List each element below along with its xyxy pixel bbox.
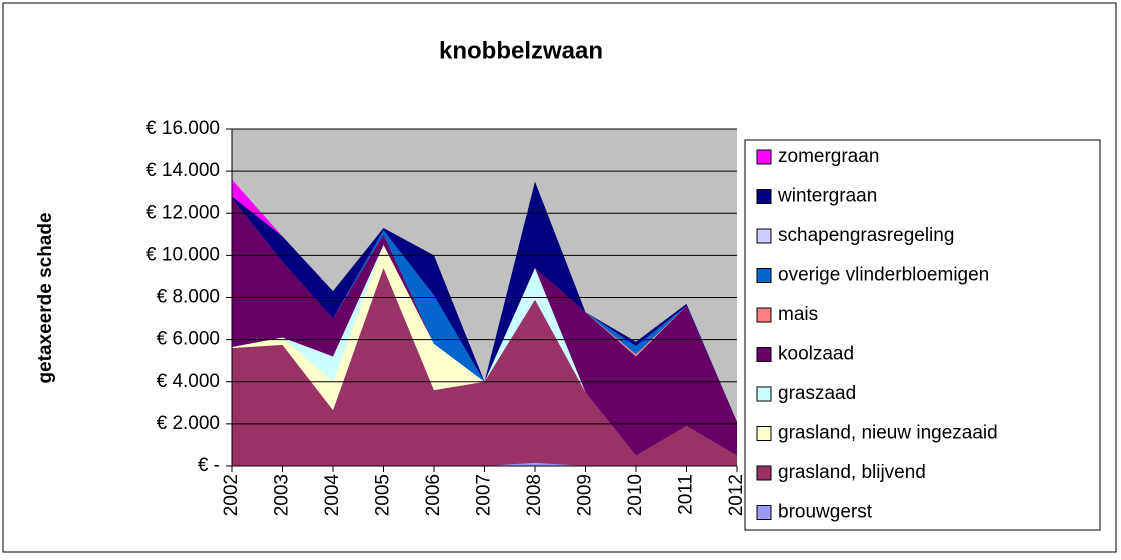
legend-swatch — [756, 465, 772, 481]
x-tick-label: 2007 — [474, 474, 495, 516]
x-tick-label: 2005 — [373, 474, 394, 516]
legend-swatch — [756, 268, 772, 283]
area — [232, 268, 737, 466]
legend-swatch — [756, 426, 772, 441]
y-tick-label: € 12.000 — [146, 202, 220, 223]
y-tick-label: € 10.000 — [146, 244, 220, 265]
legend-label: grasland, nieuw ingezaaid — [778, 423, 998, 444]
chart-title: knobbelzwaan — [439, 37, 603, 64]
legend-label: wintergraan — [777, 186, 877, 207]
legend-swatch — [756, 228, 772, 244]
legend-label: zomergraan — [778, 146, 879, 167]
legend-label: koolzaad — [778, 344, 854, 365]
x-tick-label: 2008 — [524, 474, 545, 516]
x-tick-label: 2006 — [423, 474, 444, 516]
y-tick-label: € 8.000 — [157, 287, 220, 308]
legend-swatch — [756, 307, 772, 323]
y-tick-label: € 6.000 — [157, 329, 220, 350]
y-tick-label: € 2.000 — [157, 413, 220, 434]
legend-swatch — [756, 347, 772, 362]
legend-label: overige vlinderbloemigen — [778, 265, 989, 286]
x-tick-label: 2011 — [676, 474, 697, 515]
legend-swatch — [756, 505, 772, 520]
y-tick-label: € 16.000 — [146, 118, 220, 139]
y-tick-label: € - — [198, 455, 220, 476]
area — [232, 198, 737, 456]
area — [232, 181, 737, 422]
legend-label: grasland, blijvend — [778, 462, 926, 483]
x-tick-label: 2012 — [726, 474, 747, 516]
legend-swatch — [756, 386, 772, 402]
y-tick-label: € 4.000 — [157, 371, 220, 392]
legend-swatch — [756, 189, 772, 204]
x-tick-label: 2002 — [221, 474, 242, 516]
legend-label: mais — [778, 304, 818, 325]
legend-label: schapengrasregeling — [778, 225, 954, 246]
legend-box — [744, 139, 1101, 531]
x-tick-label: 2004 — [322, 474, 343, 517]
legend-label: brouwgerst — [778, 502, 873, 523]
x-tick-label: 2010 — [625, 474, 646, 516]
y-axis-label: getaxeerde schade — [35, 212, 56, 383]
y-tick-label: € 14.000 — [146, 160, 220, 181]
x-tick-label: 2009 — [575, 474, 596, 516]
legend-swatch — [756, 149, 772, 165]
legend-label: graszaad — [778, 383, 856, 404]
x-tick-label: 2003 — [272, 474, 293, 516]
